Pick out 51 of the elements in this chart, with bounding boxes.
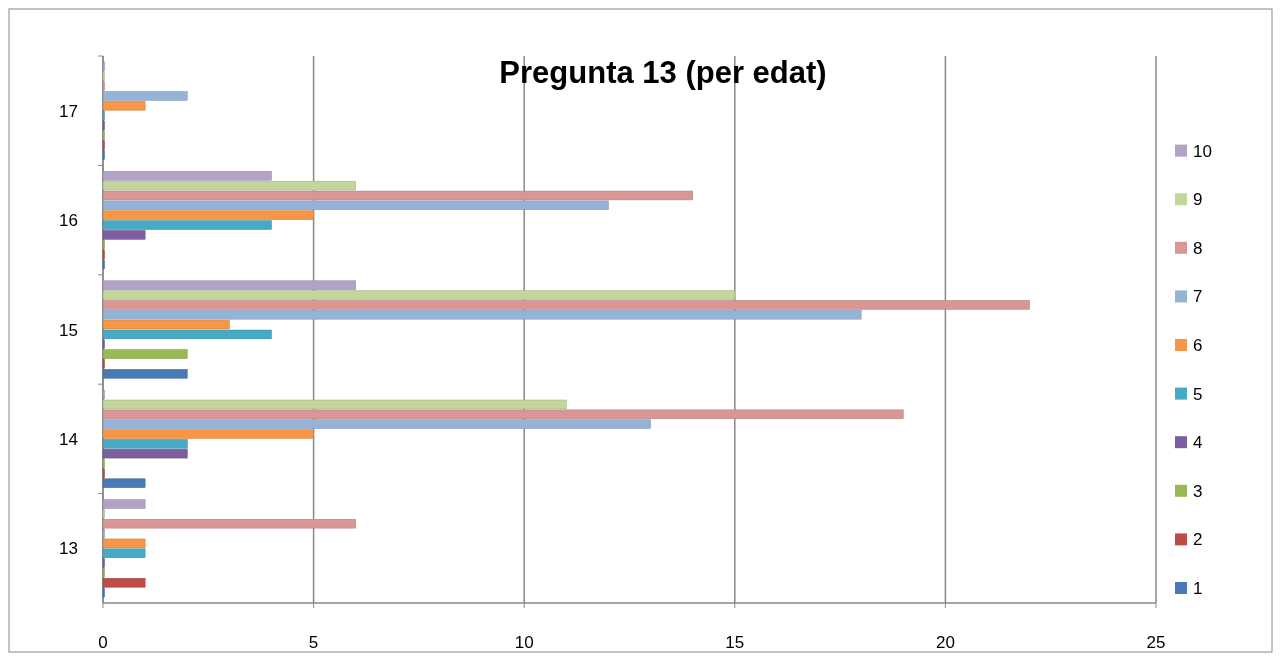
legend-label: 4 (1193, 433, 1203, 453)
legend-label: 6 (1193, 336, 1203, 355)
bar (102, 419, 651, 429)
bar (102, 280, 356, 290)
bar (102, 349, 188, 359)
bar (102, 369, 188, 379)
bar (102, 329, 272, 340)
bar (102, 319, 230, 330)
bar (102, 409, 904, 419)
bar (102, 499, 146, 509)
bar (102, 300, 1030, 310)
y-tick-label: 15 (59, 320, 78, 340)
bar (102, 310, 862, 320)
bar (102, 101, 146, 111)
bar (102, 548, 146, 558)
legend-label: 7 (1193, 287, 1203, 307)
legend-label: 2 (1193, 530, 1203, 550)
bar (102, 478, 146, 488)
bar (102, 538, 146, 549)
bar (102, 429, 314, 439)
x-tick-label: 0 (98, 633, 108, 652)
x-tick-label: 10 (514, 633, 534, 652)
bar (102, 399, 567, 410)
bar (102, 519, 356, 529)
y-tick-label: 17 (59, 101, 78, 121)
bar (102, 171, 272, 181)
x-tick-label: 25 (1146, 633, 1166, 652)
bar (102, 449, 188, 459)
bar (102, 190, 693, 201)
y-tick-label: 16 (59, 211, 78, 231)
bar (102, 230, 146, 240)
x-tick-label: 20 (935, 633, 955, 652)
chart-title: Pregunta 13 (per edat) (499, 55, 827, 90)
bar (102, 200, 609, 210)
bar (102, 290, 736, 300)
legend-label: 5 (1193, 384, 1203, 404)
bar (102, 180, 356, 191)
bar (102, 210, 314, 220)
bar (102, 578, 146, 588)
bar (102, 220, 272, 230)
y-tick-label: 14 (59, 429, 78, 449)
y-tick-label: 13 (59, 539, 78, 559)
legend-label: 10 (1193, 141, 1212, 161)
x-tick-label: 15 (725, 633, 745, 652)
legend-label: 3 (1193, 481, 1203, 501)
x-tick-label: 5 (308, 633, 319, 652)
bar (102, 91, 188, 101)
legend-label: 8 (1193, 238, 1203, 258)
legend-label: 9 (1193, 190, 1203, 210)
bar (102, 439, 188, 449)
legend-label: 1 (1193, 579, 1203, 598)
